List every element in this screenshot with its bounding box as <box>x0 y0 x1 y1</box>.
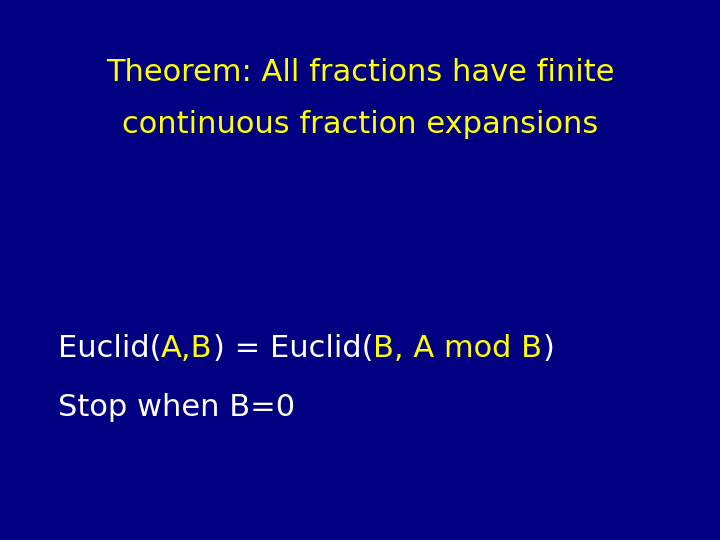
Text: B, A mod B: B, A mod B <box>373 334 542 363</box>
Text: Theorem: All fractions have finite: Theorem: All fractions have finite <box>106 58 614 87</box>
Text: A,B: A,B <box>161 334 212 363</box>
Text: ): ) <box>542 334 554 363</box>
Text: continuous fraction expansions: continuous fraction expansions <box>122 110 598 139</box>
Text: Stop when B=0: Stop when B=0 <box>58 393 294 422</box>
Text: ) = Euclid(: ) = Euclid( <box>212 334 373 363</box>
Text: Euclid(: Euclid( <box>58 334 161 363</box>
